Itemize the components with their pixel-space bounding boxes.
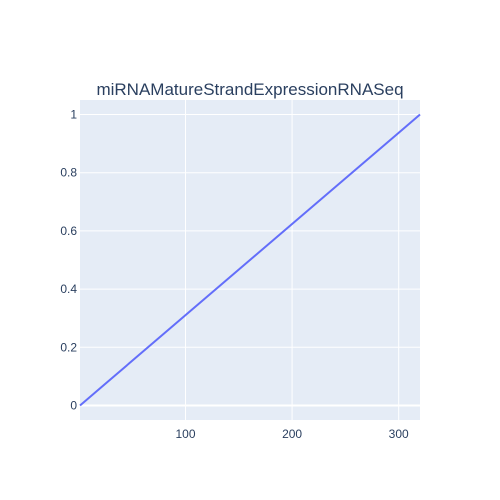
- series-line: [79, 113, 421, 407]
- x-tick-label: 300: [389, 427, 409, 441]
- y-tick-label: 0.8: [60, 166, 77, 180]
- x-tick-label: 100: [176, 427, 196, 441]
- y-tick-label: 0: [70, 398, 77, 412]
- x-tick-label: 200: [282, 427, 302, 441]
- y-axis-ticks: 0 0.2 0.4 0.6 0.8 1: [60, 108, 77, 413]
- y-tick-label: 0.4: [60, 282, 77, 296]
- chart-title: miRNAMatureStrandExpressionRNASeq: [96, 80, 403, 99]
- y-tick-label: 1: [70, 108, 77, 122]
- y-tick-label: 0.6: [60, 224, 77, 238]
- series-layer: [79, 113, 421, 407]
- y-tick-label: 0.2: [60, 340, 77, 354]
- x-axis-ticks: 100 200 300: [176, 427, 410, 441]
- gridlines: [80, 100, 420, 420]
